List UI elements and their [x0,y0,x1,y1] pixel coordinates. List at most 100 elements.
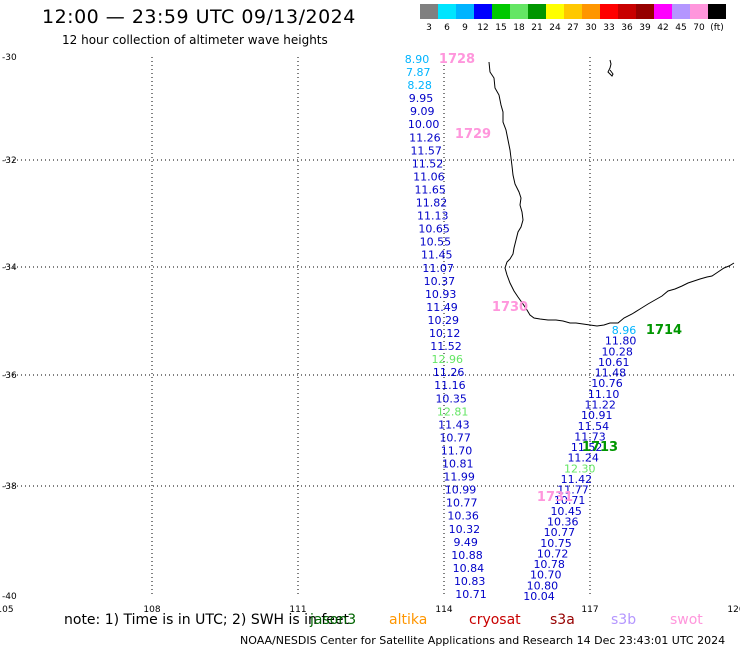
wave-height-value: 10.75 [540,537,572,550]
scale-label: 45 [675,23,687,33]
lat-tick-label: -36 [2,371,17,381]
wave-height-value: 10.36 [547,516,579,529]
wave-height-value: 10.36 [447,510,479,523]
scale-swatch [420,4,438,19]
scale-swatch [528,4,546,19]
wave-height-value: 11.22 [584,399,616,412]
wave-height-value: 11.26 [433,366,465,379]
scale-swatch [456,4,474,19]
lat-tick-label: -38 [2,482,17,492]
scale-label: 36 [621,23,633,33]
wave-height-value: 11.10 [588,388,620,401]
wave-height-value: 10.78 [533,558,565,571]
scale-label: 39 [639,23,651,33]
wave-height-value: 11.82 [416,197,448,210]
wave-height-value: 11.49 [426,301,458,314]
scale-label: 42 [657,23,669,33]
scale-label: 30 [585,23,597,33]
wave-height-value: 11.43 [438,418,470,431]
wave-height-value: 10.72 [537,547,569,560]
satellite-legend-item: cryosat [469,612,521,628]
scale-label: 3 [426,23,432,33]
scale-label: 18 [513,23,525,33]
scale-label: 15 [495,23,507,33]
wave-height-value: 9.09 [410,105,435,118]
wave-height-value: 8.28 [407,79,432,92]
wave-height-value: 11.52 [571,441,603,454]
page-subtitle: 12 hour collection of altimeter wave hei… [62,33,328,47]
wave-height-value: 11.73 [574,430,606,443]
wave-height-value: 10.71 [455,588,487,601]
wave-height-value: 10.80 [527,579,559,592]
wave-height-value: 11.77 [557,484,589,497]
rottnest-island [607,59,614,77]
wave-height-value: 10.37 [424,275,456,288]
lat-tick-label: -30 [2,53,17,63]
wave-height-value: 10.93 [425,288,457,301]
wave-height-value: 10.77 [446,497,478,510]
scale-label: 21 [531,23,543,33]
wave-height-value: 11.26 [409,131,441,144]
satellite-tracks: 8.907.878.289.959.0910.0011.2611.5711.52… [405,52,682,603]
scale-swatch [600,4,618,19]
scale-label: (ft) [710,23,724,33]
scale-label: 27 [567,23,579,33]
wave-height-value: 10.76 [591,377,623,390]
scale-label: 70 [693,23,705,33]
scale-swatch [510,4,528,19]
wave-height-value: 10.28 [601,345,633,358]
wave-height-value: 10.91 [581,409,613,422]
lon-tick-label: 108 [143,605,160,615]
wave-height-value: 11.13 [417,210,449,223]
wave-height-value: 12.30 [564,462,596,475]
wave-height-value: 10.00 [408,118,440,131]
wave-height-value: 12.81 [437,405,469,418]
scale-label: 33 [603,23,615,33]
pass-time-label: 1713 [582,440,618,455]
wave-height-value: 11.52 [412,157,444,170]
west-australia-coast [488,61,735,327]
wave-height-value: 11.48 [595,367,627,380]
wave-height-value: 10.04 [523,590,555,603]
scale-swatch [546,4,564,19]
wave-height-value: 11.57 [410,144,442,157]
scale-swatch [618,4,636,19]
wave-height-value: 11.06 [413,170,445,183]
scale-swatch [564,4,582,19]
wave-height-value: 10.12 [429,327,461,340]
lat-tick-label: -34 [2,263,17,273]
wave-height-value: 11.70 [441,445,473,458]
wave-height-value: 11.52 [430,340,462,353]
footer-credit: NOAA/NESDIS Center for Satellite Applica… [240,634,726,647]
lon-tick-label: 117 [581,605,598,615]
axis-labels: 105 108 111 114 117 120 -30 -32 -34 -36 -38 -40 [0,53,740,615]
satellite-legend-item: s3b [611,612,637,628]
wave-height-value: 10.55 [420,236,452,249]
satellite-legend-item: jason3 [310,612,357,628]
lon-tick-label: 114 [435,605,452,615]
satellite-legend-item: altika [389,612,428,628]
page-title: 12:00 — 23:59 UTC 09/13/2024 [42,6,356,28]
note-text: note: 1) Time is in UTC; 2) SWH is in fe… [64,612,350,628]
wave-height-value: 10.81 [442,458,474,471]
scale-swatch [474,4,492,19]
wave-height-value: 8.90 [405,53,430,66]
scale-swatch [636,4,654,19]
wave-height-value: 11.54 [578,420,610,433]
pass-time-label: 1731 [537,490,573,505]
scale-swatch [582,4,600,19]
lat-tick-label: -40 [2,592,17,602]
scale-swatch [492,4,510,19]
scale-swatch [708,4,726,19]
pass-time-label: 1714 [646,323,682,338]
wave-height-value: 10.29 [428,314,460,327]
wave-height-value: 10.61 [598,356,630,369]
wave-height-value: 11.45 [421,249,453,262]
scale-label: 6 [444,23,450,33]
scale-swatch [438,4,456,19]
scale-swatch [654,4,672,19]
lon-tick-label: 111 [289,605,306,615]
coastline [488,59,735,327]
wave-height-value: 10.32 [449,523,481,536]
scale-label: 24 [549,23,561,33]
